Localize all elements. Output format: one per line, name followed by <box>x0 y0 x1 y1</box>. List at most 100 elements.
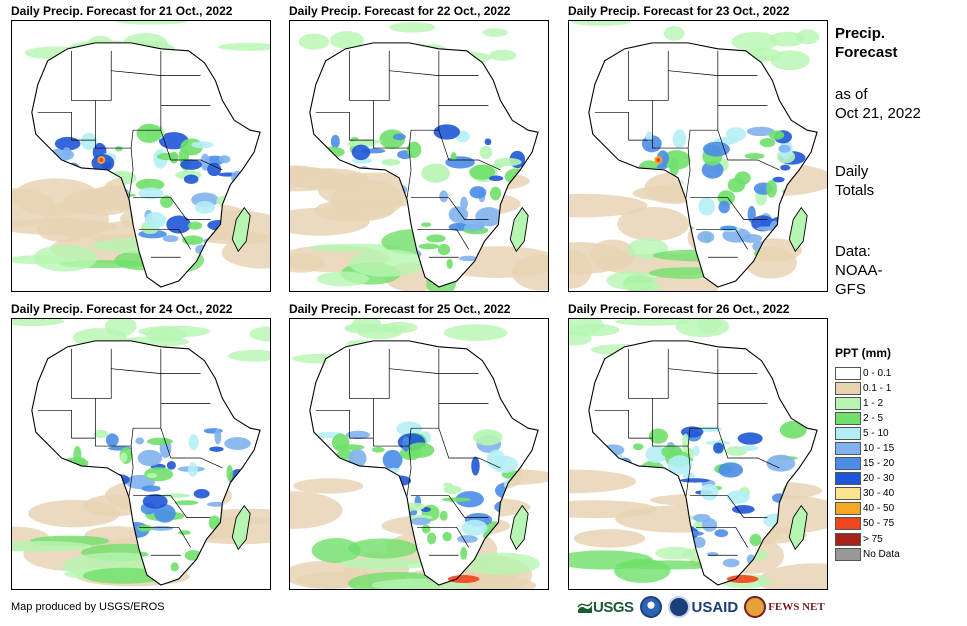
daily-totals-note: Daily Totals <box>835 162 874 200</box>
forecast-panel-6: Daily Precip. Forecast for 26 Oct., 2022 <box>568 302 828 590</box>
legend-swatch <box>835 426 861 440</box>
fews-net-logo: FEWS NET <box>744 596 825 618</box>
legend-item: 5 - 10 <box>835 426 930 440</box>
precip-map <box>11 20 271 292</box>
legend-item: No Data <box>835 547 930 561</box>
legend-item: 0 - 0.1 <box>835 366 930 380</box>
legend-label: No Data <box>863 548 900 560</box>
legend-item: 20 - 30 <box>835 472 930 486</box>
legend-item: 50 - 75 <box>835 517 930 531</box>
africa-map-graphic <box>569 319 827 589</box>
data-source-line: GFS <box>835 281 866 298</box>
coastline <box>31 340 261 586</box>
legend-swatch <box>835 366 861 380</box>
madagascar <box>231 206 251 253</box>
data-source-line: Data: <box>835 243 871 260</box>
map-credit: Map produced by USGS/EROS <box>11 601 165 613</box>
precip-legend: PPT (mm) 0 - 0.1 0.1 - 1 1 - 2 2 - 5 5 - 10 1… <box>835 346 930 562</box>
legend-label: > 75 <box>863 533 883 545</box>
panel-title: Daily Precip. Forecast for 21 Oct., 2022 <box>11 4 233 18</box>
legend-label: 40 - 50 <box>863 503 895 515</box>
legend-swatch <box>835 472 861 486</box>
legend-item: 10 - 15 <box>835 441 930 455</box>
legend-title: PPT (mm) <box>835 346 892 360</box>
legend-swatch <box>835 532 861 546</box>
data-source-note: Data: NOAA- GFS <box>835 242 883 299</box>
panel-title: Daily Precip. Forecast for 22 Oct., 2022 <box>289 4 511 18</box>
legend-item: 2 - 5 <box>835 411 930 425</box>
madagascar <box>509 504 529 551</box>
legend-label: 5 - 10 <box>863 427 889 439</box>
legend-label: 0.1 - 1 <box>863 382 892 394</box>
as-of-date: as of Oct 21, 2022 <box>835 85 921 123</box>
side-title: Precip. Forecast <box>835 24 898 62</box>
legend-item: 0.1 - 1 <box>835 381 930 395</box>
precip-map <box>568 318 828 590</box>
legend-swatch <box>835 396 861 410</box>
usaid-logo: USAID <box>667 596 739 618</box>
side-title-line: Forecast <box>835 44 898 61</box>
forecast-panel-2: Daily Precip. Forecast for 22 Oct., 2022 <box>289 4 549 292</box>
usaid-wordmark: USAID <box>691 598 739 616</box>
precip-map <box>289 20 549 292</box>
legend-label: 2 - 5 <box>863 412 884 424</box>
panel-title: Daily Precip. Forecast for 23 Oct., 2022 <box>568 4 790 18</box>
legend-swatch <box>835 441 861 455</box>
forecast-panel-4: Daily Precip. Forecast for 24 Oct., 2022 <box>11 302 271 590</box>
legend-swatch <box>835 457 861 471</box>
africa-landmass <box>31 42 261 287</box>
usaid-seal-icon <box>667 596 690 618</box>
legend-label: 15 - 20 <box>863 458 895 470</box>
coastline <box>31 42 261 288</box>
africa-map-graphic <box>290 22 548 291</box>
totals-line: Totals <box>835 182 875 199</box>
coastline <box>588 340 818 586</box>
forecast-panel-3: Daily Precip. Forecast for 23 Oct., 2022 <box>568 4 828 292</box>
legend-item: 40 - 50 <box>835 502 930 516</box>
legend-swatch <box>835 502 861 516</box>
legend-item: 30 - 40 <box>835 487 930 501</box>
usgs-wordmark: USGS <box>593 598 634 616</box>
africa-map-graphic <box>12 319 270 587</box>
panel-title: Daily Precip. Forecast for 25 Oct., 2022 <box>289 302 511 316</box>
legend-swatch <box>835 517 861 531</box>
usgs-logo: USGS <box>577 599 634 616</box>
madagascar <box>231 504 251 551</box>
legend-item: 1 - 2 <box>835 396 930 410</box>
madagascar <box>788 206 808 253</box>
as-of-value: Oct 21, 2022 <box>835 105 921 122</box>
coastline <box>309 42 539 288</box>
legend-item: 15 - 20 <box>835 457 930 471</box>
legend-swatch <box>835 411 861 425</box>
precip-map <box>11 318 271 590</box>
legend-swatch <box>835 381 861 395</box>
noaa-seal-icon <box>639 596 662 618</box>
legend-swatch <box>835 487 861 501</box>
agency-logos: USGS USAID FEWS NET <box>577 594 831 620</box>
as-of-label: as of <box>835 86 868 103</box>
legend-label: 1 - 2 <box>863 397 884 409</box>
madagascar <box>788 504 808 551</box>
coastline <box>588 42 818 288</box>
panel-title: Daily Precip. Forecast for 26 Oct., 2022 <box>568 302 790 316</box>
fews-wordmark: FEWS NET <box>768 601 825 613</box>
precip-map <box>568 20 828 292</box>
africa-map-graphic <box>290 319 548 589</box>
panel-title: Daily Precip. Forecast for 24 Oct., 2022 <box>11 302 233 316</box>
totals-line: Daily <box>835 163 869 180</box>
precip-map <box>289 318 549 590</box>
forecast-panel-1: Daily Precip. Forecast for 21 Oct., 2022 <box>11 4 271 292</box>
coastline <box>309 340 539 586</box>
legend-items: 0 - 0.1 0.1 - 1 1 - 2 2 - 5 5 - 10 10 - 15 15 … <box>835 366 930 561</box>
legend-label: 30 - 40 <box>863 488 895 500</box>
africa-landmass <box>588 340 818 585</box>
legend-item: > 75 <box>835 532 930 546</box>
data-source-line: NOAA- <box>835 262 883 279</box>
fews-globe-icon <box>744 596 767 618</box>
africa-map-graphic <box>12 21 270 288</box>
side-title-line: Precip. <box>835 25 886 42</box>
noaa-logo <box>639 596 662 618</box>
legend-label: 10 - 15 <box>863 442 895 454</box>
usgs-wave-icon <box>577 601 593 613</box>
legend-label: 20 - 30 <box>863 473 895 485</box>
